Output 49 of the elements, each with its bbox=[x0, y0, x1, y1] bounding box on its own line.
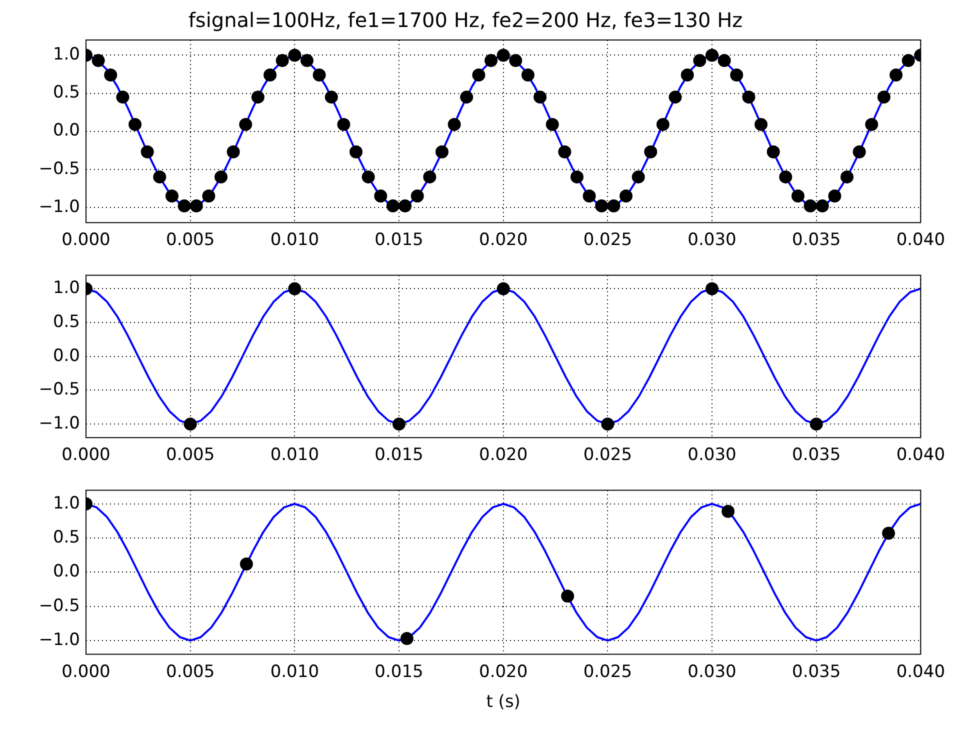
x-tick-label: 0.000 bbox=[62, 230, 110, 250]
point bbox=[400, 632, 414, 645]
x-tick-label: 0.035 bbox=[792, 662, 841, 682]
y-tick-label: −0.5 bbox=[38, 380, 80, 400]
x-tick-label: 0.005 bbox=[166, 230, 215, 250]
x-tick-label: 0.030 bbox=[688, 230, 736, 250]
y-tick-label: −0.5 bbox=[38, 596, 80, 616]
y-tick-label: −1.0 bbox=[38, 196, 80, 217]
x-tick-label: 0.025 bbox=[583, 662, 632, 682]
point bbox=[882, 526, 896, 540]
x-tick-label: 0.035 bbox=[792, 230, 841, 250]
x-tick-label: 0.020 bbox=[478, 662, 528, 682]
y-tick-label: 1.0 bbox=[52, 493, 80, 514]
y-tick-label: −0.5 bbox=[38, 158, 80, 179]
point bbox=[722, 504, 735, 518]
y-tick-label: 0.5 bbox=[52, 312, 80, 332]
x-tick-label: 0.000 bbox=[62, 662, 110, 682]
x-tick-label: 0.025 bbox=[583, 445, 632, 466]
y-tick-label: 0.0 bbox=[52, 562, 80, 582]
x-tick-label: 0.025 bbox=[583, 230, 632, 250]
x-tick-label: 0.010 bbox=[270, 230, 320, 250]
x-tick-label: 0.040 bbox=[896, 445, 945, 466]
x-tick-label: 0.000 bbox=[62, 445, 110, 466]
x-tick-label: 0.010 bbox=[270, 445, 320, 466]
x-tick-label: 0.040 bbox=[896, 230, 945, 250]
point bbox=[240, 558, 253, 570]
y-tick-label: 1.0 bbox=[52, 44, 80, 65]
chart-title: fsignal=100Hz, fe1=1700 Hz, fe2=200 Hz, fe3=130 Hz bbox=[188, 8, 743, 32]
y-tick-label: 0.0 bbox=[52, 346, 80, 366]
x-tick-label: 0.015 bbox=[374, 445, 424, 466]
y-tick-label: −1.0 bbox=[38, 630, 80, 650]
x-tick-label: 0.010 bbox=[270, 662, 320, 682]
y-tick-label: 0.0 bbox=[52, 120, 80, 141]
x-tick-label: 0.040 bbox=[896, 662, 945, 682]
x-tick-label: 0.020 bbox=[478, 230, 528, 250]
x-tick-label: 0.030 bbox=[688, 445, 736, 466]
y-tick-label: 1.0 bbox=[52, 278, 80, 298]
x-tick-label: 0.020 bbox=[478, 445, 528, 466]
y-tick-label: 0.5 bbox=[52, 527, 80, 548]
x-tick-label: 0.035 bbox=[792, 445, 841, 466]
x-tick-label: 0.015 bbox=[374, 662, 424, 682]
point bbox=[561, 590, 574, 603]
x-tick-label: 0.015 bbox=[374, 230, 424, 250]
y-tick-label: −1.0 bbox=[38, 413, 80, 434]
x-tick-label: 0.005 bbox=[166, 445, 215, 466]
x-tick-label: 0.005 bbox=[166, 662, 215, 682]
y-tick-label: 0.5 bbox=[52, 82, 80, 103]
x-axis-title: t (s) bbox=[486, 692, 520, 712]
x-tick-label: 0.030 bbox=[688, 662, 736, 682]
